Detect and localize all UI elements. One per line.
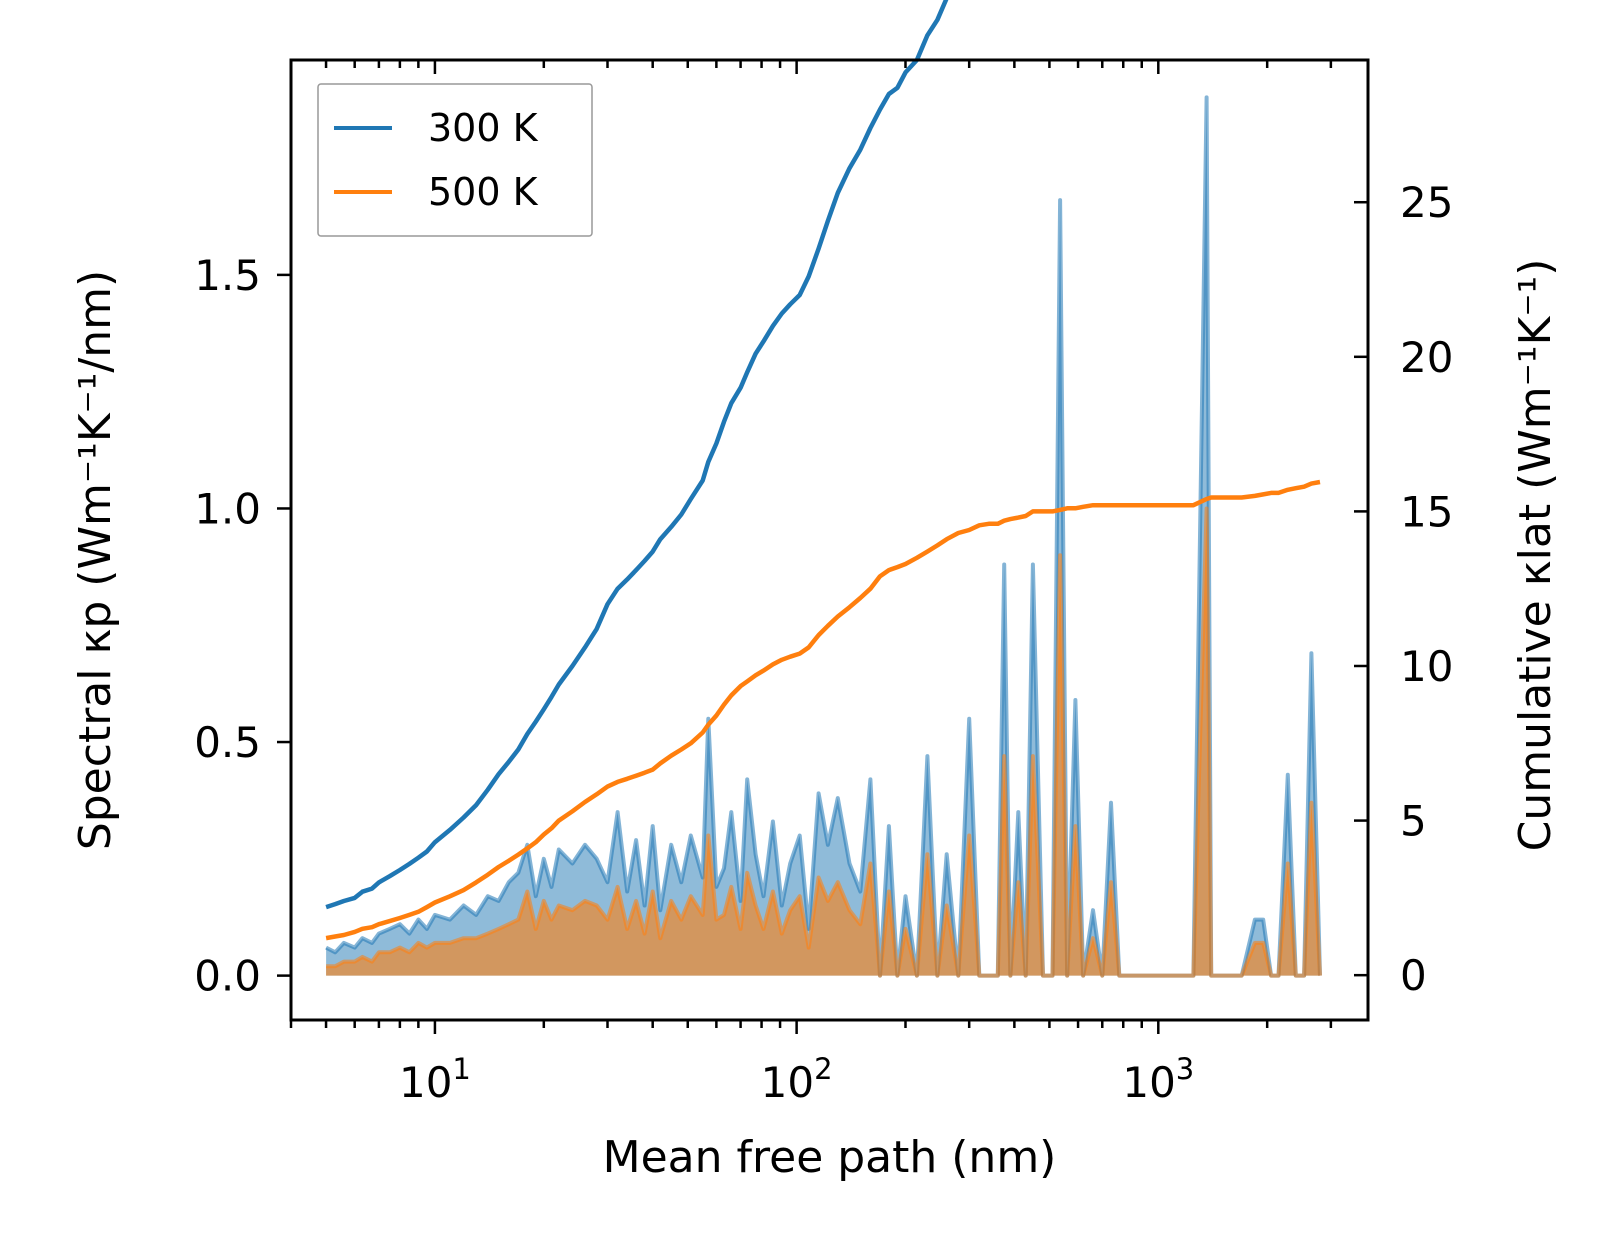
plot-frame	[289, 58, 1370, 1022]
legend-box	[317, 83, 593, 237]
spectral-line-500k	[326, 506, 1322, 978]
spectral-lines	[325, 95, 1322, 978]
y-axis-right-title: Cumulative κlat (Wm⁻¹K⁻¹)	[1510, 259, 1561, 852]
cumulative-line-300k	[325, 0, 949, 910]
legend: 300 K 500 K	[317, 83, 593, 237]
x-tick-exponent: 1	[452, 1052, 470, 1086]
axis-ticks	[277, 60, 1368, 1034]
y-right-tick-label: 25	[1400, 178, 1453, 227]
y-left-tick-label: 0.5	[194, 718, 261, 767]
x-tick-exponent: 3	[1176, 1052, 1194, 1086]
x-tick-base: 10	[761, 1058, 814, 1107]
y-left-tick-label: 0.0	[194, 952, 261, 1001]
legend-label-500k: 500 K	[428, 170, 539, 214]
x-tick-label: 101	[399, 1052, 471, 1107]
y-right-tick-label: 5	[1400, 797, 1427, 846]
x-tick-label: 102	[761, 1052, 833, 1107]
y-right-tick-label: 20	[1400, 333, 1453, 382]
x-tick-base: 10	[399, 1058, 452, 1107]
y-left-tick-label: 1.0	[194, 484, 261, 533]
cumulative-line-500k	[325, 479, 1321, 941]
x-tick-base: 10	[1122, 1058, 1175, 1107]
y-left-tick-label: 1.5	[194, 251, 261, 300]
x-axis-title: Mean free path (nm)	[603, 1132, 1057, 1183]
y-axis-left-title: Spectral κp (Wm⁻¹K⁻¹/nm)	[70, 270, 121, 850]
y-right-title-text: Cumulative κlat (Wm⁻¹K⁻¹)	[1510, 259, 1561, 852]
x-tick-exponent: 2	[814, 1052, 832, 1086]
cumulative-lines	[325, 0, 1321, 941]
y-left-title-text: Spectral κp (Wm⁻¹K⁻¹/nm)	[70, 270, 121, 850]
legend-label-300k: 300 K	[428, 106, 539, 150]
y-right-tick-label: 0	[1400, 951, 1427, 1000]
y-right-tick-label: 15	[1400, 487, 1453, 536]
x-tick-label: 103	[1122, 1052, 1194, 1107]
y-right-tick-label: 10	[1400, 642, 1453, 691]
